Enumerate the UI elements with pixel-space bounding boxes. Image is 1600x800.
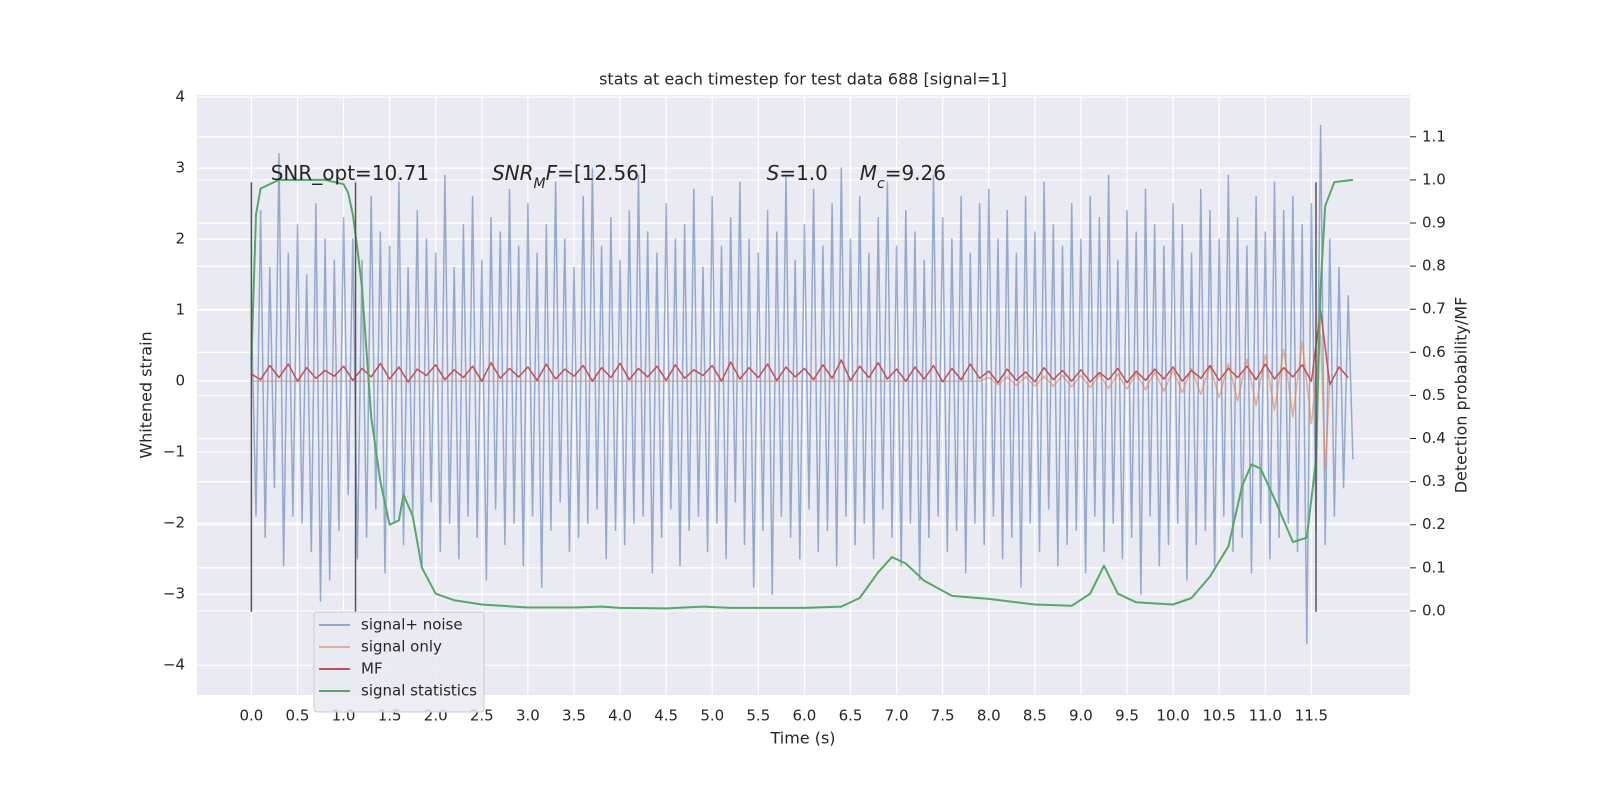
x-tick-label: 5.5 — [746, 707, 770, 725]
series-line — [251, 334, 1331, 471]
legend-label: signal only — [361, 638, 442, 656]
annotation-part: =9.26 — [885, 161, 946, 185]
y2-tick-label: 0.7 — [1422, 300, 1446, 318]
annotation-part: =[12.56] — [557, 161, 647, 185]
y-tick-label: 0 — [175, 372, 185, 390]
y-tick-label: 3 — [175, 159, 185, 177]
legend-label: signal+ noise — [361, 616, 463, 634]
y2-tick-label: 0.8 — [1422, 257, 1446, 275]
x-tick-label: 7.5 — [931, 707, 955, 725]
y2-tick-label: 0.3 — [1422, 472, 1446, 490]
x-tick-label: 4.0 — [608, 707, 632, 725]
legend-box — [313, 611, 485, 713]
x-tick-label: 4.5 — [654, 707, 678, 725]
annotation: S=1.0 — [767, 161, 828, 185]
y-tick-label: −2 — [163, 514, 185, 532]
x-tick-label: 9.0 — [1069, 707, 1093, 725]
annotation-part: F — [546, 161, 558, 185]
y2-tick-label: 0.9 — [1422, 214, 1446, 232]
y-axis-label: Whitened strain — [137, 331, 156, 458]
x-tick-label: 9.5 — [1115, 707, 1139, 725]
annotation-part: M — [534, 176, 546, 192]
y2-tick-label: 1.0 — [1422, 170, 1446, 188]
y-tick-label: 1 — [175, 301, 185, 319]
series-line — [250, 178, 1354, 610]
x-tick-label: 0.5 — [286, 707, 310, 725]
y2-tick-label: 0.0 — [1422, 601, 1446, 619]
x-tick-label: 11.5 — [1295, 707, 1328, 725]
y-tick-label: 4 — [175, 88, 185, 106]
y-tick-label: 2 — [175, 230, 185, 248]
y2-tick-label: 0.6 — [1422, 343, 1446, 361]
annotation-part: SNR_opt=10.71 — [271, 161, 429, 185]
x-tick-label: 10.0 — [1156, 707, 1189, 725]
y-tick-label: −3 — [163, 585, 185, 603]
x-axis-label: Time (s) — [769, 729, 835, 748]
x-tick-label: 3.0 — [516, 707, 540, 725]
annotation-part: S — [767, 161, 780, 185]
y2-tick-label: 0.4 — [1422, 429, 1446, 447]
annotation: Mc=9.26 — [860, 161, 946, 192]
annotation-part: SNR — [492, 161, 534, 185]
legend-label: MF — [361, 660, 383, 678]
x-tick-label: 6.0 — [792, 707, 816, 725]
y-tick-label: −4 — [163, 656, 185, 674]
annotation: SNRMF=[12.56] — [492, 161, 647, 192]
y2-tick-label: 0.1 — [1422, 558, 1446, 576]
annotation-part: =1.0 — [779, 161, 828, 185]
series-line — [251, 309, 1349, 386]
x-tick-label: 10.5 — [1202, 707, 1235, 725]
y-tick-label: −1 — [163, 443, 185, 461]
x-tick-label: 6.5 — [839, 707, 863, 725]
x-tick-label: 7.0 — [885, 707, 909, 725]
y2-axis-label: Detection probability/MF — [1452, 297, 1471, 494]
annotation-part: c — [877, 176, 885, 192]
chart-title: stats at each timestep for test data 688… — [599, 70, 1007, 89]
y2-tick-label: 0.5 — [1422, 386, 1446, 404]
annotation: SNR_opt=10.71 — [271, 161, 429, 185]
x-tick-label: 5.0 — [700, 707, 724, 725]
annotation-part: M — [860, 161, 877, 185]
x-tick-label: 3.5 — [562, 707, 586, 725]
series-line — [250, 124, 1354, 645]
x-tick-label: 8.0 — [977, 707, 1001, 725]
x-tick-label: 0.0 — [239, 707, 263, 725]
legend-label: signal statistics — [361, 682, 477, 700]
y2-tick-label: 1.1 — [1422, 127, 1446, 145]
x-tick-label: 8.5 — [1023, 707, 1047, 725]
x-tick-label: 11.0 — [1249, 707, 1282, 725]
y2-tick-label: 0.2 — [1422, 515, 1446, 533]
